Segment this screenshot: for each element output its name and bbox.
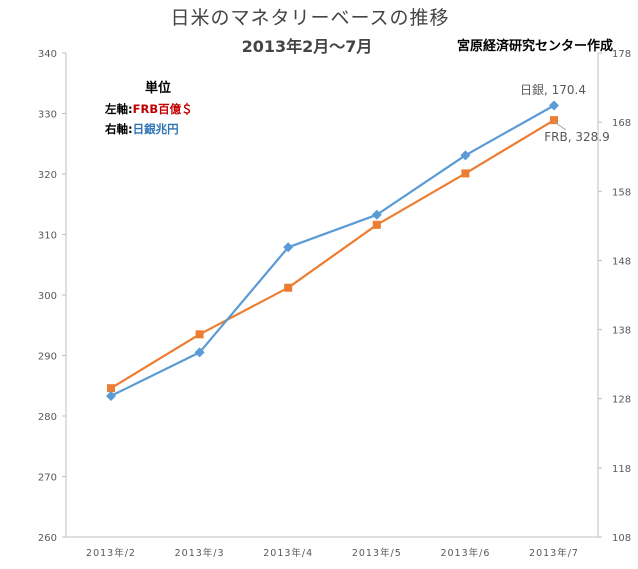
frb-data-point: [284, 283, 293, 292]
boj-data-point: [549, 100, 559, 111]
frb-data-point: [195, 330, 204, 339]
boj-end-label: 日銀, 170.4: [520, 83, 586, 97]
right-unit-value: 日銀兆円: [133, 122, 179, 136]
frb-end-label-leader: [552, 120, 567, 131]
left-unit-prefix: 左軸:: [104, 102, 133, 116]
frb-data-point: [550, 116, 558, 125]
right-tick-label: 138: [612, 326, 631, 337]
frb-data-point: [107, 384, 115, 393]
boj-data-point: [106, 390, 116, 401]
left-tick-label: 320: [38, 170, 57, 181]
x-tick-label: 2013年/2: [86, 547, 136, 559]
left-tick-label: 260: [38, 533, 57, 544]
frb-data-point: [372, 220, 381, 229]
boj-data-point: [283, 242, 294, 253]
chart-subtitle: 2013年2月～7月: [242, 37, 373, 56]
boj-data-point: [371, 209, 382, 220]
left-tick-label: 340: [38, 49, 57, 60]
right-axis-ticks: 108 118 128 138 148 158 168 178: [598, 49, 631, 544]
boj-series-line: [110, 104, 555, 397]
series-layer: [106, 100, 559, 401]
chart-title: 日米のマネタリーベースの推移: [170, 7, 449, 29]
frb-series-line: [110, 119, 555, 390]
left-tick-label: 310: [38, 231, 57, 242]
x-tick-label: 2013年/7: [529, 547, 579, 559]
left-tick-label: 330: [38, 110, 57, 121]
left-unit-label: 左軸:FRB百億＄: [104, 102, 193, 116]
x-tick-label: 2013年/5: [352, 547, 402, 559]
left-tick-label: 290: [38, 352, 57, 363]
right-tick-label: 108: [612, 533, 631, 544]
right-unit-prefix: 右軸:: [104, 122, 133, 136]
right-tick-label: 128: [612, 395, 631, 406]
right-tick-label: 168: [612, 118, 631, 129]
left-tick-label: 270: [38, 473, 57, 484]
frb-data-point: [461, 169, 470, 178]
left-tick-label: 280: [38, 412, 57, 423]
right-tick-label: 158: [612, 187, 631, 198]
left-unit-value: FRB百億＄: [133, 102, 193, 116]
x-tick-label: 2013年/3: [175, 547, 225, 559]
left-axis-ticks: 260 270 280 290 300 310 320 330 340: [38, 49, 66, 544]
x-tick-label: 2013年/4: [263, 547, 313, 559]
frb-end-label: FRB, 328.9: [544, 130, 609, 144]
right-tick-label: 148: [612, 256, 631, 267]
units-box: 単位 左軸:FRB百億＄ 右軸:日銀兆円: [104, 80, 193, 136]
right-tick-label: 118: [612, 464, 631, 475]
left-tick-label: 300: [38, 291, 57, 302]
right-tick-label: 178: [612, 49, 631, 60]
x-axis-ticks: 2013年/2 2013年/3 2013年/4 2013年/5 2013年/6 2013年…: [86, 547, 579, 559]
right-unit-label: 右軸:日銀兆円: [104, 122, 179, 136]
boj-data-point: [460, 150, 471, 161]
x-tick-label: 2013年/6: [440, 547, 490, 559]
units-heading: 単位: [145, 80, 171, 96]
boj-data-point: [194, 347, 205, 358]
credit-text: 宮原経済研究センター作成: [457, 38, 613, 54]
